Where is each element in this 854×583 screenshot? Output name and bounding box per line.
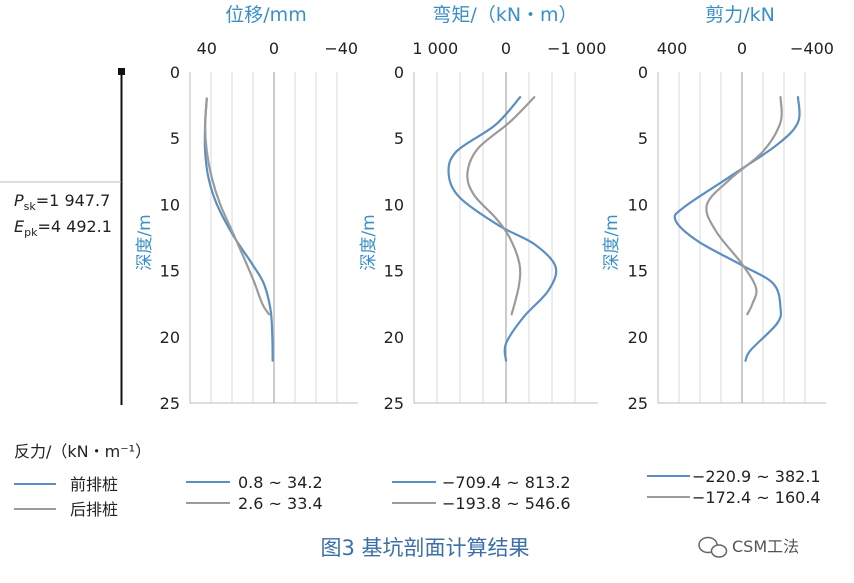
y-tick-label: 15 — [628, 262, 648, 281]
y-tick-label: 0 — [394, 63, 404, 82]
y-tick-label: 10 — [384, 195, 404, 214]
chart2-title: 弯矩/（kN・m） — [432, 4, 577, 26]
y-tick-label: 5 — [638, 129, 648, 148]
displacement-plot: 40 0 −40 0 5 10 15 20 25 深度/m — [135, 39, 358, 413]
y-tick-label: 0 — [638, 63, 648, 82]
chart3-title: 剪力/kN — [705, 4, 775, 26]
x-tick-label: −40 — [324, 39, 358, 58]
legend-front-label: 前排桩 — [70, 475, 118, 494]
x-tick-label: 0 — [501, 39, 511, 58]
range-shear-front: −220.9 ~ 382.1 — [692, 467, 821, 486]
x-tick-label: 400 — [657, 39, 688, 58]
series-front-line — [447, 96, 558, 362]
wechat-icon — [698, 536, 728, 558]
pile-top-marker — [118, 68, 125, 75]
series-back-line — [466, 96, 536, 316]
y-tick-label: 20 — [628, 328, 648, 347]
range-disp-back: 2.6 ~ 33.4 — [238, 494, 323, 513]
psk-label: Psk=1 947.7 — [14, 191, 110, 213]
y-tick-label: 10 — [160, 195, 180, 214]
y-axis-label: 深度/m — [602, 214, 622, 270]
y-tick-label: 5 — [394, 129, 404, 148]
range-moment-back: −193.8 ~ 546.6 — [442, 494, 571, 513]
y-axis-label: 深度/m — [135, 214, 155, 270]
y-tick-label: 25 — [384, 394, 404, 413]
x-tick-label: 1 000 — [412, 39, 458, 58]
y-tick-label: 15 — [160, 262, 180, 281]
axis-frame — [413, 72, 598, 404]
range-shear-back: −172.4 ~ 160.4 — [692, 488, 821, 507]
series-front-line — [203, 97, 274, 362]
reaction-label: 反力/（kN・m⁻¹） — [14, 442, 151, 461]
x-tick-label: 40 — [197, 39, 217, 58]
y-tick-label: 15 — [384, 262, 404, 281]
range-moment-front: −709.4 ~ 813.2 — [442, 473, 571, 492]
x-tick-label: −1 000 — [547, 39, 606, 58]
x-tick-label: 0 — [269, 39, 279, 58]
y-tick-label: 25 — [160, 394, 180, 413]
series-back-line — [204, 97, 271, 316]
y-tick-label: 20 — [384, 328, 404, 347]
series-back-line — [705, 96, 783, 316]
chart1-title: 位移/mm — [225, 4, 306, 26]
y-axis-label: 深度/m — [359, 214, 379, 270]
y-tick-label: 10 — [628, 195, 648, 214]
moment-plot: 1 000 0 −1 000 0 5 10 15 20 25 深度/m — [359, 39, 606, 413]
x-tick-label: −400 — [790, 39, 834, 58]
legend-back-label: 后排桩 — [70, 500, 118, 519]
watermark-text: CSM工法 — [732, 537, 799, 556]
shear-plot: 400 0 −400 0 5 10 15 20 25 深度/m — [602, 39, 834, 413]
y-tick-label: 5 — [170, 129, 180, 148]
figure-caption: 图3 基坑剖面计算结果 — [320, 536, 529, 560]
y-tick-label: 0 — [170, 63, 180, 82]
axis-frame — [657, 72, 826, 404]
x-tick-label: 0 — [737, 39, 747, 58]
epk-label: Epk=4 492.1 — [14, 217, 112, 239]
y-tick-label: 25 — [628, 394, 648, 413]
axis-frame — [189, 72, 358, 404]
range-disp-front: 0.8 ~ 34.2 — [238, 473, 323, 492]
y-tick-label: 20 — [160, 328, 180, 347]
series-front-line — [673, 96, 801, 362]
